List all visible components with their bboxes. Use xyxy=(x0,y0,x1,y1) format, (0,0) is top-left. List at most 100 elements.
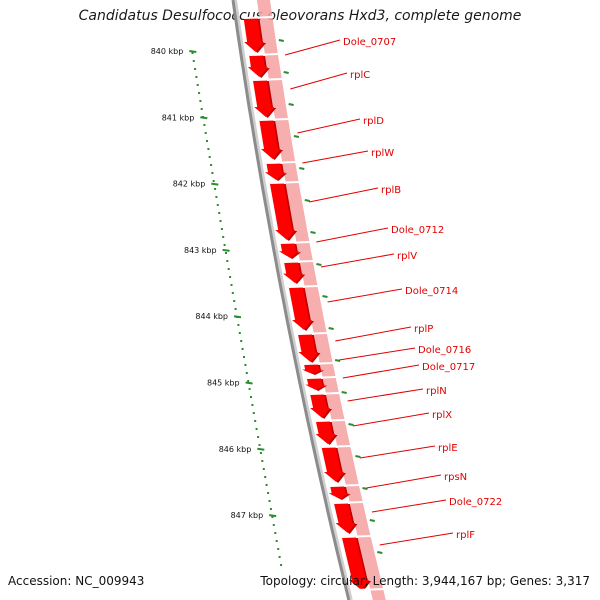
gene-label: rplC xyxy=(350,70,370,81)
ruler-dot xyxy=(238,332,241,334)
gene-label: Dole_0716 xyxy=(418,345,471,356)
backbone-shadow xyxy=(233,0,353,600)
ruler-dot xyxy=(268,500,271,502)
outer-tick xyxy=(341,391,347,394)
gene-block xyxy=(305,378,326,390)
ruler-dot xyxy=(250,396,252,398)
ruler-dot xyxy=(192,60,195,62)
ruler-dot xyxy=(207,148,210,150)
gene-label-leader xyxy=(335,326,412,342)
ruler-dot xyxy=(229,276,232,278)
ruler-dot xyxy=(269,508,272,510)
ruler-dot xyxy=(225,252,227,254)
ruler-dot xyxy=(231,292,234,294)
gene-block xyxy=(283,262,304,283)
ruler-dot xyxy=(199,100,202,102)
gene-boundary xyxy=(252,78,283,81)
ruler-major-tick xyxy=(200,116,208,120)
ruler-dot xyxy=(257,436,260,438)
gene-block xyxy=(279,243,299,258)
ruler-dot xyxy=(248,388,251,390)
ruler-major-tick xyxy=(211,182,219,186)
gene-label-leader xyxy=(284,39,341,56)
ruler-dot xyxy=(230,284,233,286)
ruler-dot xyxy=(267,492,270,494)
gene-label: Dole_0722 xyxy=(449,497,502,508)
ruler-major-tick xyxy=(257,447,265,451)
outer-tick xyxy=(328,327,334,330)
gene-label: rplE xyxy=(438,443,458,454)
ruler-dot xyxy=(271,516,274,518)
ruler-dot xyxy=(275,540,278,542)
ruler-dot xyxy=(243,356,245,358)
ruler-dot xyxy=(210,164,213,166)
gene-block xyxy=(328,486,349,499)
ruler-dot xyxy=(212,180,215,182)
outer-tick xyxy=(299,167,305,170)
gene-boundary xyxy=(243,16,274,19)
ruler-dot xyxy=(252,412,255,414)
ruler-dot xyxy=(191,52,194,54)
gene-label-leader xyxy=(302,150,369,164)
gene-label-leader xyxy=(359,445,436,459)
gene-label-leader xyxy=(339,347,416,361)
gene-boundary xyxy=(315,419,346,422)
gene-label-leader xyxy=(366,474,442,489)
gene-boundary xyxy=(266,161,297,164)
gene-block xyxy=(302,364,323,374)
ruler-label: 844 kbp xyxy=(195,312,228,321)
gene-label-leader xyxy=(290,72,348,90)
ruler-major-tick xyxy=(233,315,242,319)
outer-tick xyxy=(278,39,284,42)
gene-boundary xyxy=(354,588,385,591)
gene-block xyxy=(315,421,336,444)
gene-block xyxy=(341,537,369,590)
gene-label-leader xyxy=(297,118,361,134)
gene-label-leader xyxy=(327,288,403,303)
ruler-dot xyxy=(200,108,203,110)
gene-label-leader xyxy=(316,227,389,243)
ruler-major-tick xyxy=(269,514,277,518)
outer-tick xyxy=(283,71,289,74)
gene-label-leader xyxy=(371,499,447,513)
ruler-dot xyxy=(218,212,221,214)
outer-tick xyxy=(377,551,383,554)
gene-boundary xyxy=(330,484,361,487)
gene-block xyxy=(259,120,281,159)
ruler-dot xyxy=(208,156,211,158)
gene-block xyxy=(297,334,319,362)
ruler-dot xyxy=(261,460,264,462)
ruler-dot xyxy=(247,380,250,382)
outer-tick xyxy=(304,199,310,202)
gene-block xyxy=(247,55,268,77)
gene-boundary xyxy=(303,362,335,365)
ruler-dot xyxy=(274,532,277,534)
ruler-major-tick xyxy=(245,381,253,385)
gene-block xyxy=(252,80,275,117)
ruler-dot xyxy=(203,124,206,126)
gene-label: rplX xyxy=(432,410,452,421)
gene-block xyxy=(333,503,356,533)
ruler-label: 843 kbp xyxy=(184,246,217,255)
gene-label: rplB xyxy=(381,185,401,196)
ruler-dot xyxy=(241,348,244,350)
ruler-dot xyxy=(234,308,237,310)
gene-label-leader xyxy=(379,532,454,546)
gene-label-leader xyxy=(320,253,395,268)
gene-boundary xyxy=(297,332,328,335)
ruler-dot xyxy=(277,548,280,550)
gene-boundary xyxy=(333,501,364,504)
gene-boundary xyxy=(321,445,352,448)
gene-block xyxy=(269,183,296,240)
ruler-dot xyxy=(206,140,208,142)
gene-boundary xyxy=(310,392,341,395)
ruler-dot xyxy=(204,132,207,134)
genome-title: Candidatus Desulfococcus oleovorans Hxd3… xyxy=(78,8,522,24)
gene-block xyxy=(321,447,344,482)
ruler-dot xyxy=(259,452,262,454)
gene-boundary xyxy=(341,535,372,538)
gene-label: rpsN xyxy=(444,472,467,483)
ruler-dot xyxy=(198,92,201,94)
outer-tick xyxy=(369,519,375,522)
